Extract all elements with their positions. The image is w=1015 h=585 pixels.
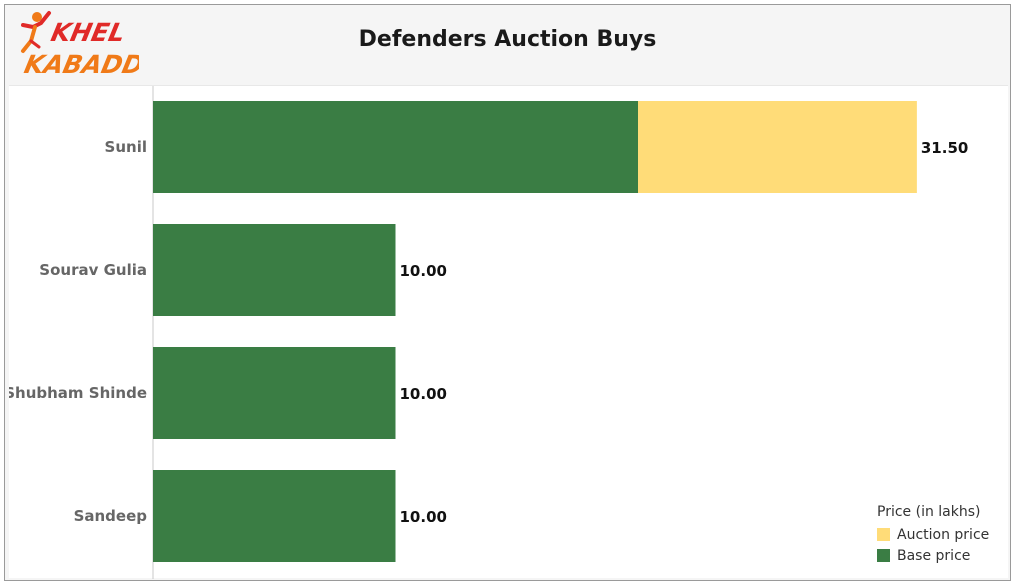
total-data-label: 10.00 — [400, 385, 447, 403]
legend-entry-auction-price: Auction price — [877, 524, 1005, 545]
legend: Price (in lakhs) Auction price Base pric… — [877, 504, 1005, 566]
bar-base-price — [153, 470, 396, 562]
total-data-label: 10.00 — [400, 508, 447, 526]
svg-text:KABADDI: KABADDI — [22, 50, 139, 79]
category-label: Sunil — [105, 138, 147, 156]
legend-entry-base-price: Base price — [877, 545, 1005, 566]
khel-kabaddi-logo: KHEL KABADDI — [19, 7, 139, 83]
legend-swatch — [877, 528, 890, 541]
bar-chart: Sunil 31.50 Sourav Gulia 10.00 Shubham Shind… — [9, 86, 968, 579]
khel-kabaddi-logo-icon: KHEL KABADDI — [21, 11, 139, 79]
bar-base-price — [153, 347, 396, 439]
bar-base-price — [153, 224, 396, 316]
category-label: Shubham Shinde — [9, 384, 147, 402]
category-label: Sandeep — [74, 507, 148, 525]
plot-area: Sunil 31.50 Sourav Gulia 10.00 Shubham Shind… — [9, 85, 1008, 579]
total-data-label: 31.50 — [921, 139, 968, 157]
total-data-label: 10.00 — [400, 262, 447, 280]
legend-title: Price (in lakhs) — [877, 504, 981, 520]
category-label: Sourav Gulia — [39, 261, 147, 279]
legend-swatch — [877, 549, 890, 562]
chart-title: Defenders Auction Buys — [358, 27, 657, 52]
bar-auction-price — [638, 101, 917, 193]
chart-frame: KHEL KABADDI Defenders Auction Buys Suni… — [4, 4, 1011, 581]
bar-base-price — [153, 101, 638, 193]
chart-header: KHEL KABADDI Defenders Auction Buys — [5, 5, 1010, 83]
svg-text:KHEL: KHEL — [49, 18, 128, 47]
legend-label: Auction price — [897, 526, 990, 543]
legend-label: Base price — [897, 547, 971, 564]
